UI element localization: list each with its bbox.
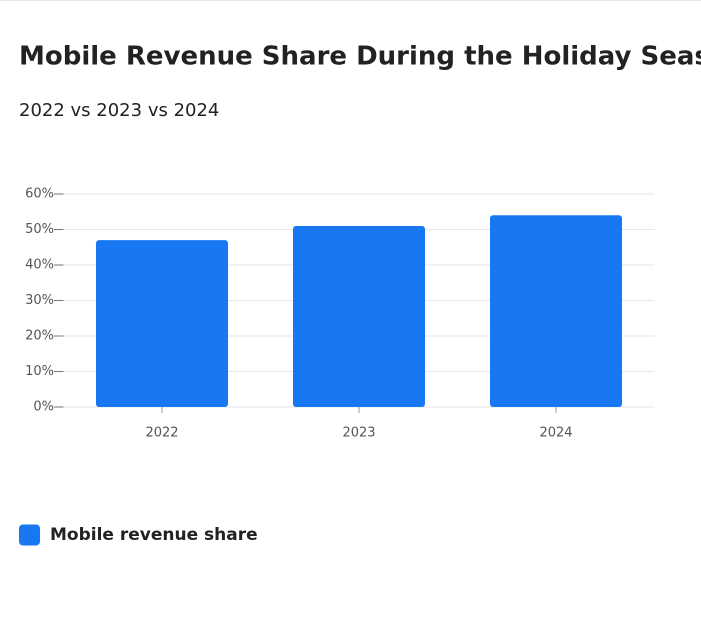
chart-title: Mobile Revenue Share During the Holiday …: [19, 42, 701, 72]
bar: [490, 215, 622, 407]
y-tick-label: 20%: [25, 329, 54, 344]
y-tick-label: 40%: [25, 258, 54, 273]
legend-label: Mobile revenue share: [50, 525, 258, 545]
legend-swatch: [19, 524, 40, 546]
y-tick-label: 50%: [25, 222, 54, 237]
y-tick-label: 0%: [33, 400, 54, 415]
bar: [293, 225, 425, 407]
chart-subtitle: 2022 vs 2023 vs 2024: [19, 100, 219, 121]
bar: [96, 240, 228, 407]
x-tick-label: 2022: [145, 426, 178, 441]
y-tick-label: 10%: [25, 364, 54, 379]
y-tick-label: 30%: [25, 293, 54, 308]
x-tick-label: 2023: [342, 426, 375, 441]
x-tick-label: 2024: [539, 426, 572, 441]
y-tick-label: 60%: [25, 187, 54, 202]
